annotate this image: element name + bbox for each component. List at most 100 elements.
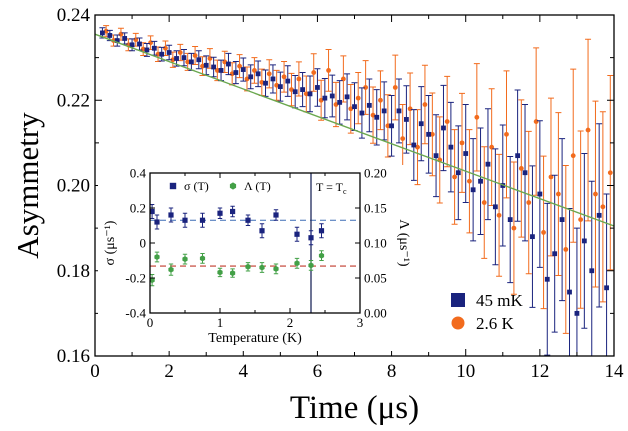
data-point xyxy=(344,94,350,100)
data-point xyxy=(489,144,495,150)
data-point xyxy=(281,74,287,80)
data-point xyxy=(463,151,469,156)
x-tick-label: 2 xyxy=(164,361,174,382)
inset-plot: 0 1 2 3 -0.4 -0.2 0 0.2 0.4 0.00 0.05 0.10 0.15 0.20 T… xyxy=(98,165,411,351)
inset-data-point xyxy=(318,252,325,259)
data-point xyxy=(240,67,246,72)
inset-data-point xyxy=(294,260,300,267)
data-point xyxy=(226,61,231,67)
data-point xyxy=(333,102,339,107)
data-point xyxy=(214,68,220,73)
data-point xyxy=(211,64,217,70)
data-point xyxy=(552,251,558,257)
inset-data-point xyxy=(230,208,236,215)
inset-y-right-axis-label: Λ (μs⁻¹) xyxy=(396,219,411,266)
data-point xyxy=(170,57,176,63)
data-point xyxy=(422,102,428,107)
data-point xyxy=(459,140,465,146)
data-point xyxy=(585,127,591,133)
data-point xyxy=(200,63,205,69)
data-point xyxy=(481,200,487,205)
x-tick-label: 6 xyxy=(313,361,323,382)
inset-y-tick-label: 0.4 xyxy=(130,166,147,181)
fit-line xyxy=(94,33,615,227)
data-point xyxy=(263,80,268,86)
inset-data-point xyxy=(308,235,314,241)
inset-x-tick-label: 3 xyxy=(357,315,364,330)
data-point xyxy=(285,78,291,84)
data-point xyxy=(196,57,202,63)
inset-y-tick-label: 0.2 xyxy=(130,201,146,216)
inset-y-axis-label: σ (μs⁻¹) xyxy=(103,220,118,265)
data-point xyxy=(381,108,387,114)
inset-y-right-tick-label: 0.00 xyxy=(364,306,387,321)
inset-x-tick-label: 1 xyxy=(217,315,224,330)
data-point xyxy=(318,97,324,103)
data-point xyxy=(329,93,335,99)
data-point xyxy=(174,56,179,61)
legend-label: 2.6 K xyxy=(476,314,515,333)
y-tick-label: 0.18 xyxy=(57,261,90,282)
error-bar xyxy=(573,227,580,357)
tc-annotation: T = Tc xyxy=(316,180,347,196)
data-point xyxy=(511,225,517,231)
inset-data-point xyxy=(168,212,174,218)
data-point xyxy=(363,85,369,90)
data-point xyxy=(359,110,365,116)
data-point xyxy=(266,71,272,77)
x-axis-label: Time (μs) xyxy=(290,390,419,426)
data-point xyxy=(188,59,194,65)
legend: 45 mK 2.6 K xyxy=(451,291,523,333)
data-point xyxy=(129,42,135,48)
x-tick-label: 0 xyxy=(90,361,100,382)
inset-data-point xyxy=(199,217,206,223)
data-point xyxy=(322,95,328,101)
y-axis-label: Asymmetry xyxy=(10,112,45,259)
inset-data-point xyxy=(217,269,223,276)
x-tick-label: 4 xyxy=(239,361,249,382)
data-point xyxy=(137,41,142,47)
data-point xyxy=(218,68,224,73)
y-tick-label: 0.16 xyxy=(57,346,90,367)
data-point xyxy=(404,117,409,122)
data-point xyxy=(374,114,380,120)
data-point xyxy=(455,170,461,176)
legend-label: 45 mK xyxy=(476,291,523,310)
data-point xyxy=(574,310,580,316)
data-point xyxy=(504,131,509,137)
data-point xyxy=(151,45,157,51)
data-point xyxy=(485,161,491,167)
data-point xyxy=(607,170,613,176)
inset-data-point xyxy=(182,217,188,223)
data-point xyxy=(222,59,228,65)
data-point xyxy=(366,102,372,108)
data-point xyxy=(277,84,283,90)
series-45-mk xyxy=(99,27,610,357)
data-point xyxy=(429,131,435,137)
data-point xyxy=(159,51,165,57)
data-point xyxy=(378,97,383,103)
data-point xyxy=(274,82,280,88)
inset-series xyxy=(149,250,325,287)
x-tick-label: 14 xyxy=(605,361,625,382)
data-point xyxy=(526,200,532,205)
inset-series xyxy=(149,204,325,246)
data-point xyxy=(300,87,305,92)
data-point xyxy=(522,170,528,176)
inset-data-point xyxy=(259,228,265,234)
data-point xyxy=(355,95,361,101)
data-point xyxy=(389,123,394,129)
series-2-6-k xyxy=(103,25,614,334)
data-point xyxy=(537,191,543,197)
inset-y-tick-label: -0.4 xyxy=(125,306,146,321)
data-point xyxy=(259,79,265,85)
inset-x-tick-label: 0 xyxy=(147,315,154,330)
data-point xyxy=(244,76,250,82)
data-point xyxy=(348,106,354,112)
data-point xyxy=(352,104,357,110)
x-tick-label: 10 xyxy=(456,361,475,382)
data-point xyxy=(541,229,546,235)
inset-data-point xyxy=(154,219,160,225)
